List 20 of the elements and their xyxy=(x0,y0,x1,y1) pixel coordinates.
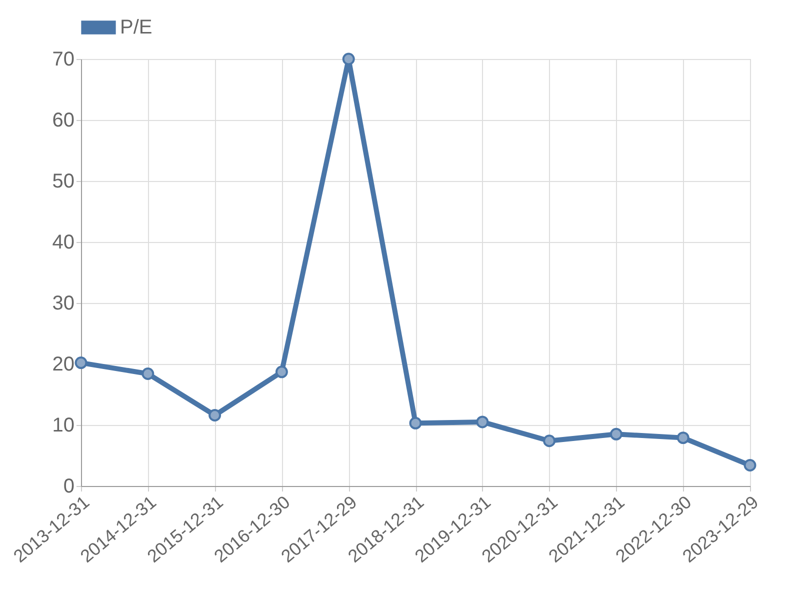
point xyxy=(409,416,422,430)
point xyxy=(74,356,88,370)
y-tick-label: 10 xyxy=(52,414,74,436)
y-tick-label: 40 xyxy=(52,232,74,254)
point xyxy=(744,459,756,472)
y-tick-label: 70 xyxy=(52,48,74,70)
legend-label: P/E xyxy=(120,16,152,38)
point xyxy=(275,366,288,378)
y-tick-label: 0 xyxy=(63,476,74,498)
y-tick-label: 50 xyxy=(52,170,74,192)
y-tick-label: 20 xyxy=(52,354,74,376)
point xyxy=(610,428,622,440)
point xyxy=(676,432,690,444)
point xyxy=(142,368,154,380)
point xyxy=(342,52,355,66)
y-tick-label: 60 xyxy=(52,110,74,132)
point xyxy=(208,409,222,422)
point xyxy=(543,434,556,448)
y-tick-label: 30 xyxy=(52,292,74,314)
point xyxy=(476,416,489,428)
